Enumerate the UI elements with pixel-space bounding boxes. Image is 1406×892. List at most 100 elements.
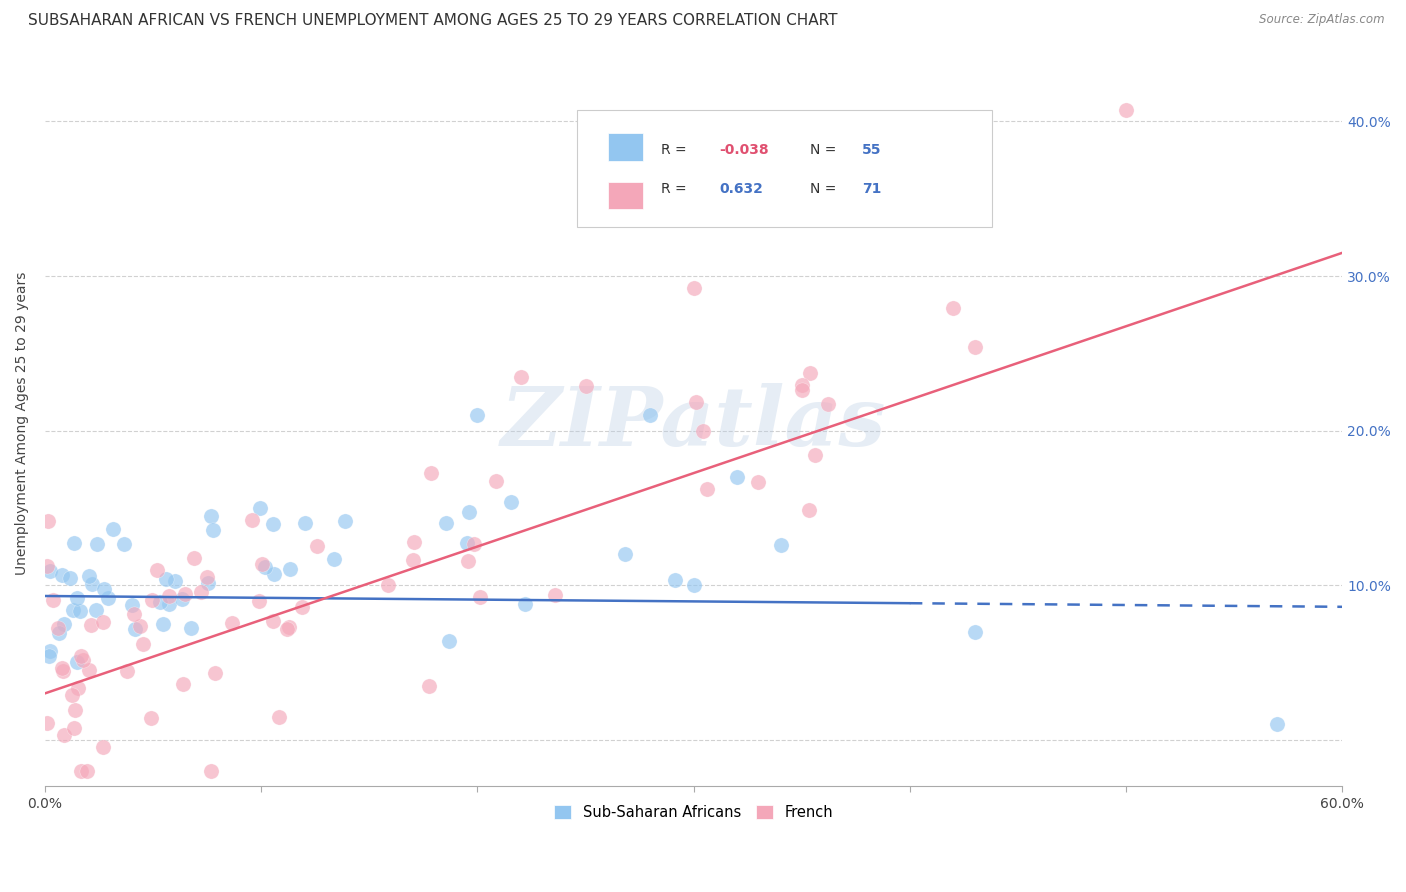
Point [682, 280, 704, 294]
Text: R =: R = [661, 144, 692, 157]
Point [97, 591, 120, 605]
Point [817, 397, 839, 411]
Point [91, 615, 114, 629]
Point [42, 593, 65, 607]
Point [62, 721, 84, 735]
Point [434, 516, 457, 531]
Point [146, 563, 169, 577]
Point [101, 522, 124, 536]
Point [172, 677, 194, 691]
Point [141, 593, 163, 607]
FancyBboxPatch shape [607, 182, 643, 210]
Point [439, 633, 461, 648]
Point [200, 764, 222, 778]
Point [799, 366, 821, 380]
Point [37, 514, 59, 528]
Point [509, 370, 531, 384]
Point [124, 622, 146, 636]
Point [664, 573, 686, 587]
Text: 0.632: 0.632 [720, 182, 763, 196]
Point [613, 547, 636, 561]
Point [80, 577, 103, 591]
Point [51, 661, 73, 675]
Point [262, 615, 284, 629]
Point [84, 603, 107, 617]
Point [333, 514, 356, 528]
Point [152, 617, 174, 632]
Point [963, 340, 986, 354]
Point [682, 578, 704, 592]
Point [52, 617, 75, 632]
Point [323, 552, 346, 566]
Point [1267, 717, 1289, 731]
Point [38, 644, 60, 658]
Point [60, 688, 83, 702]
Point [277, 620, 299, 634]
Legend: Sub-Saharan Africans, French: Sub-Saharan Africans, French [548, 799, 839, 826]
Text: R =: R = [661, 182, 696, 196]
Point [276, 622, 298, 636]
Point [62, 603, 84, 617]
Point [59, 571, 82, 585]
Point [35, 559, 58, 574]
Point [157, 597, 180, 611]
Point [513, 597, 536, 611]
Point [80, 617, 103, 632]
Point [402, 535, 425, 549]
Point [247, 594, 270, 608]
Point [467, 408, 489, 422]
Point [797, 502, 820, 516]
Point [790, 383, 813, 397]
Point [640, 408, 662, 422]
Text: 55: 55 [862, 144, 882, 157]
Text: ZIPatlas: ZIPatlas [501, 383, 886, 463]
Point [291, 600, 314, 615]
Point [63, 536, 86, 550]
Point [149, 595, 172, 609]
Point [121, 598, 143, 612]
Point [115, 664, 138, 678]
Point [294, 516, 316, 531]
Text: SUBSAHARAN AFRICAN VS FRENCH UNEMPLOYMENT AMONG AGES 25 TO 29 YEARS CORRELATION : SUBSAHARAN AFRICAN VS FRENCH UNEMPLOYMEN… [28, 13, 838, 29]
Point [725, 470, 748, 484]
Point [190, 584, 212, 599]
Point [792, 377, 814, 392]
Point [48, 626, 70, 640]
Point [139, 711, 162, 725]
Point [470, 590, 492, 604]
Point [112, 537, 135, 551]
Point [38, 648, 60, 663]
Point [69, 604, 91, 618]
Point [501, 495, 523, 509]
FancyBboxPatch shape [576, 111, 993, 227]
Point [250, 557, 273, 571]
Text: 71: 71 [862, 182, 882, 196]
Point [269, 709, 291, 723]
Text: -0.038: -0.038 [720, 144, 769, 157]
Point [77, 569, 100, 583]
Point [278, 562, 301, 576]
Point [418, 679, 440, 693]
Point [63, 702, 86, 716]
FancyBboxPatch shape [607, 133, 643, 161]
Point [52, 665, 75, 679]
Point [157, 589, 180, 603]
Point [692, 424, 714, 438]
Point [200, 508, 222, 523]
Point [51, 567, 73, 582]
Point [39, 564, 62, 578]
Point [456, 535, 478, 549]
Point [93, 582, 115, 597]
Point [197, 575, 219, 590]
Point [122, 607, 145, 621]
Point [544, 588, 567, 602]
Point [249, 501, 271, 516]
Point [240, 513, 263, 527]
Point [402, 553, 425, 567]
Point [747, 475, 769, 489]
Point [963, 624, 986, 639]
Point [574, 379, 596, 393]
Point [204, 666, 226, 681]
Point [35, 716, 58, 731]
Y-axis label: Unemployment Among Ages 25 to 29 years: Unemployment Among Ages 25 to 29 years [15, 271, 30, 574]
